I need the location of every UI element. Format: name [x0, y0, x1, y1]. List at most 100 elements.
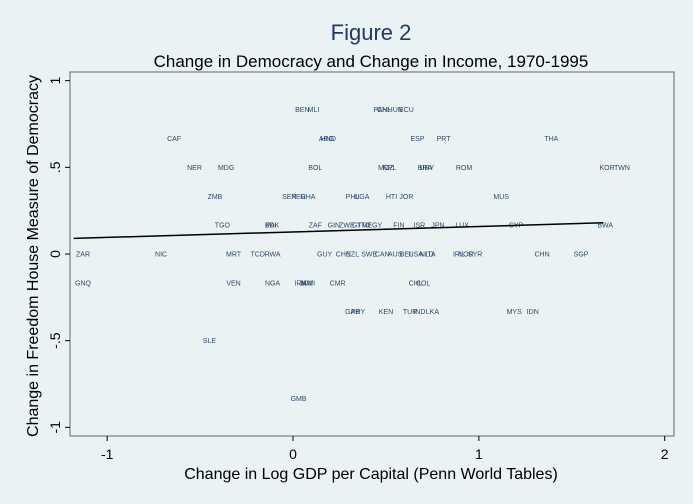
data-point-label: MOZ	[378, 165, 394, 172]
data-point-label: MDG	[218, 165, 234, 172]
data-point-label: GIN	[328, 223, 340, 230]
data-point-label: MWI	[301, 280, 315, 287]
x-tick-label: -1	[101, 446, 114, 462]
x-axis-ticks: -1 0 1 2	[101, 436, 669, 462]
data-point-label: CHE	[336, 252, 351, 259]
data-point-label: MRT	[226, 252, 242, 259]
data-point-label: NER	[187, 165, 202, 172]
data-point-label: PAK	[266, 223, 280, 230]
data-point-label: BWA	[597, 223, 613, 230]
data-point-label: TTO	[357, 223, 371, 230]
data-point-label: CMR	[330, 280, 346, 287]
data-point-label: URY	[419, 165, 434, 172]
data-point-label: BOL	[308, 165, 322, 172]
data-point-label: ISR	[414, 223, 426, 230]
data-point-label: EGY	[367, 223, 382, 230]
data-point-label: JOR	[399, 194, 413, 201]
x-tick-label: 0	[289, 446, 297, 462]
data-point-label: BRA	[418, 165, 433, 172]
data-point-label: PRY	[351, 309, 366, 316]
y-axis-ticks: 1 .5 0 -.5 -1	[47, 77, 70, 434]
data-point-label: FIN	[393, 223, 404, 230]
data-point-label: PRT	[437, 136, 452, 143]
data-point-label: KOR	[600, 165, 615, 172]
data-point-label: BEN	[295, 107, 309, 114]
data-point-label: HND	[321, 136, 336, 143]
y-tick-label: -.5	[47, 332, 63, 349]
y-tick-label: 1	[47, 77, 63, 85]
data-point-label: SYR	[468, 252, 482, 259]
data-point-label: IRN	[294, 280, 306, 287]
data-point-label: USA	[408, 252, 423, 259]
data-point-label: MYS	[507, 309, 523, 316]
data-point-label: ZAR	[76, 252, 90, 259]
data-point-label: TWN	[614, 165, 630, 172]
data-point-label: ZAF	[309, 223, 322, 230]
plot-area	[69, 71, 675, 437]
data-point-label: UGA	[354, 194, 370, 201]
data-point-label: MLI	[308, 107, 320, 114]
data-point-label: ZMB	[208, 194, 223, 201]
data-point-label: NPL	[383, 165, 397, 172]
data-point-label: NZL	[346, 252, 359, 259]
data-point-label: ZWE	[339, 223, 355, 230]
y-tick-label: 0	[47, 250, 63, 258]
data-point-label: CAF	[167, 136, 181, 143]
data-point-label: GTM	[352, 223, 368, 230]
figure-title: Figure 2	[331, 20, 412, 45]
data-point-label: NLD	[420, 252, 434, 259]
y-tick-label: -1	[47, 421, 63, 434]
data-point-label: SLE	[203, 338, 217, 345]
data-point-label: ARG	[319, 136, 334, 143]
data-point-label: VEN	[226, 280, 240, 287]
data-point-label: AUS	[388, 252, 403, 259]
data-point-label: ECU	[399, 107, 414, 114]
data-point-label: TGO	[215, 223, 231, 230]
data-point-label: BEL	[400, 252, 413, 259]
x-tick-label: 2	[661, 446, 669, 462]
data-point-label: HUN	[388, 107, 403, 114]
data-point-label: GMB	[291, 396, 307, 403]
data-point-label: SGP	[574, 252, 589, 259]
data-point-label: GUY	[317, 252, 333, 259]
data-point-label: IRL	[453, 252, 464, 259]
data-point-label: KEN	[379, 309, 393, 316]
data-point-label: CHL	[409, 280, 423, 287]
x-tick-label: 1	[475, 446, 483, 462]
data-point-label: LUX	[455, 223, 469, 230]
data-point-label: IND	[413, 309, 425, 316]
data-point-label: IDN	[527, 309, 539, 316]
data-point-label: NIC	[155, 252, 167, 259]
data-point-label: GNQ	[75, 280, 92, 287]
data-point-label: COL	[416, 280, 431, 287]
data-point-label: PAN	[373, 107, 387, 114]
data-point-label: JPN	[431, 223, 444, 230]
data-point-label: JAM	[299, 280, 313, 287]
y-tick-label: .5	[47, 161, 63, 173]
data-point-label: TCD	[251, 252, 265, 259]
fitted-line	[73, 222, 604, 240]
data-point-label: CHL	[377, 107, 391, 114]
data-point-label: TUR	[403, 309, 417, 316]
data-point-label: THA	[544, 136, 558, 143]
x-axis-label: Change in Log GDP per Capital (Penn Worl…	[184, 466, 558, 483]
data-point-label: NOR	[458, 252, 474, 259]
data-point-label: ITA	[425, 252, 436, 259]
data-point-label: MUS	[493, 194, 509, 201]
data-point-label: GAB	[345, 309, 360, 316]
data-point-label: NGA	[265, 280, 281, 287]
data-point-label: PHL	[346, 194, 360, 201]
data-point-label: ESP	[411, 136, 425, 143]
data-point-label: CAN	[375, 252, 390, 259]
data-point-label: CHN	[534, 252, 549, 259]
data-point-label: LKA	[426, 309, 440, 316]
data-point-label: SEN	[282, 194, 296, 201]
data-point-label: HTI	[386, 194, 397, 201]
chart-subtitle: Change in Democracy and Change in Income…	[154, 52, 589, 71]
data-point-label: BDI	[265, 223, 277, 230]
data-point-label: SWE	[361, 252, 377, 259]
data-point-label: RWA	[265, 252, 281, 259]
y-axis-label: Change in Freedom House Measure of Democ…	[25, 75, 42, 437]
data-point-label: GHA	[300, 194, 316, 201]
